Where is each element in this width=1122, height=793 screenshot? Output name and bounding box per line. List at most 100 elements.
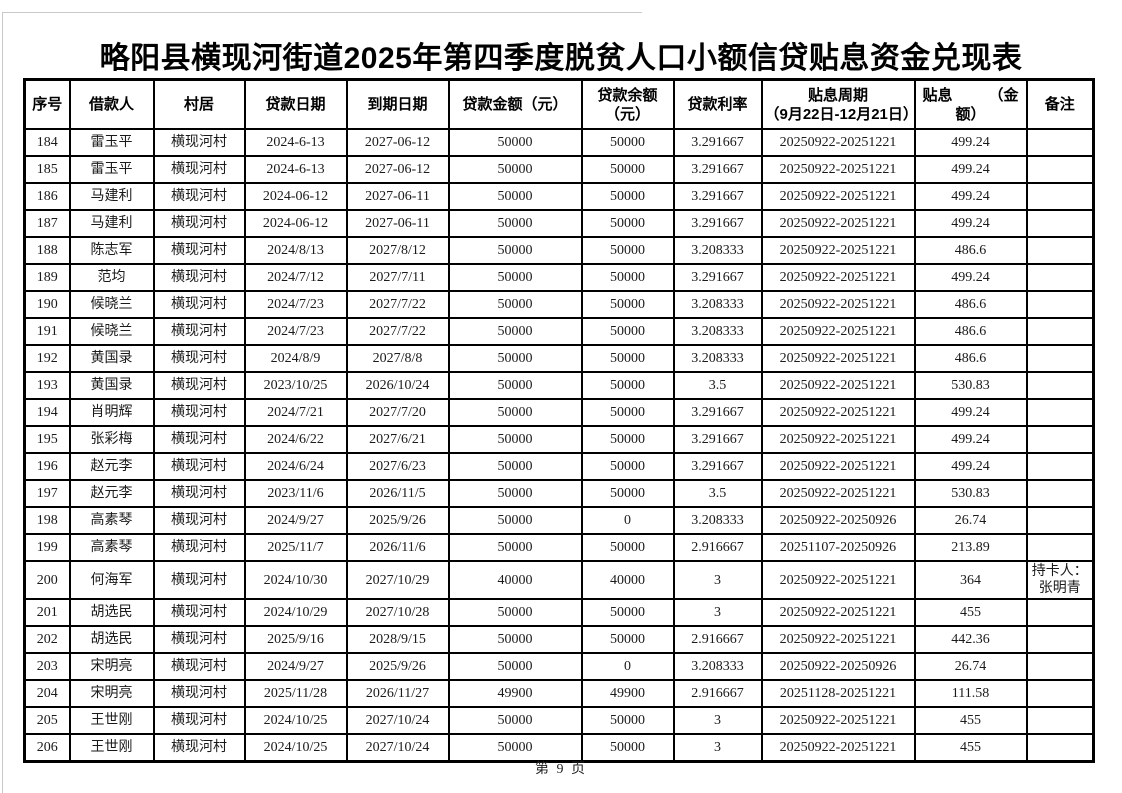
cell-no: 185 [23, 155, 71, 184]
cell-remark [1025, 625, 1095, 654]
cell-rate: 3 [672, 598, 763, 627]
cell-due-date: 2027/10/28 [345, 598, 450, 627]
cell-remark [1025, 182, 1095, 211]
header-village: 村居 [152, 78, 246, 130]
cell-loan-date: 2023/10/25 [243, 371, 348, 400]
cell-amount: 50000 [447, 344, 583, 373]
subsidy-table: 序号 借款人 村居 贷款日期 到期日期 贷款金额（元） 贷款余额 （元） 贷款利… [23, 78, 1095, 763]
page-title: 略阳县横现河街道2025年第四季度脱贫人口小额信贷贴息资金兑现表 [99, 42, 1023, 75]
cell-loan-date: 2024/7/23 [243, 317, 348, 346]
table-row: 198 高素琴 横现河村 2024/9/27 2025/9/26 50000 0 3.2083… [23, 506, 1095, 535]
cell-period: 20250922-20251221 [760, 625, 916, 654]
table-row: 196 赵元李 横现河村 2024/6/24 2027/6/23 50000 50000 3.… [23, 452, 1095, 481]
table-row: 193 黄国录 横现河村 2023/10/25 2026/10/24 50000 50000… [23, 371, 1095, 400]
cell-name: 王世刚 [68, 706, 155, 735]
cell-amount: 50000 [447, 425, 583, 454]
cell-period: 20250922-20251221 [760, 236, 916, 265]
cell-due-date: 2027/7/22 [345, 317, 450, 346]
cell-subsidy: 455 [913, 706, 1028, 735]
cell-loan-date: 2025/11/7 [243, 533, 348, 562]
cell-loan-date: 2024/6/22 [243, 425, 348, 454]
table-row: 188 陈志军 横现河村 2024/8/13 2027/8/12 50000 50000 3.… [23, 236, 1095, 265]
cell-period: 20250922-20251221 [760, 479, 916, 508]
cell-period: 20250922-20251221 [760, 182, 916, 211]
cell-remark [1025, 290, 1095, 319]
cell-amount: 50000 [447, 236, 583, 265]
cell-subsidy: 499.24 [913, 209, 1028, 238]
cell-rate: 3.291667 [672, 398, 763, 427]
cell-remark [1025, 128, 1095, 157]
cell-due-date: 2026/11/27 [345, 679, 450, 708]
cell-name: 黄国录 [68, 344, 155, 373]
cell-remark [1025, 733, 1095, 763]
header-balance-line1: 贷款余额 [597, 86, 658, 104]
cell-due-date: 2027/10/24 [345, 733, 450, 763]
cell-subsidy: 364 [913, 560, 1028, 600]
table-row: 185 雷玉平 横现河村 2024-6-13 2027-06-12 50000 50000 3… [23, 155, 1095, 184]
cell-remark [1025, 209, 1095, 238]
cell-period: 20250922-20251221 [760, 209, 916, 238]
header-row: 序号 借款人 村居 贷款日期 到期日期 贷款金额（元） 贷款余额 （元） 贷款利… [23, 78, 1095, 130]
cell-no: 197 [23, 479, 71, 508]
cell-name: 肖明辉 [68, 398, 155, 427]
cell-balance: 50000 [580, 598, 675, 627]
cell-remark [1025, 506, 1095, 535]
cell-amount: 50000 [447, 317, 583, 346]
cell-loan-date: 2024/7/21 [243, 398, 348, 427]
cell-remark [1025, 236, 1095, 265]
cell-due-date: 2026/10/24 [345, 371, 450, 400]
header-due-date: 到期日期 [345, 78, 450, 130]
cell-balance: 50000 [580, 182, 675, 211]
table-row: 192 黄国录 横现河村 2024/8/9 2027/8/8 50000 50000 3.20… [23, 344, 1095, 373]
cell-rate: 3.208333 [672, 506, 763, 535]
cell-subsidy: 499.24 [913, 425, 1028, 454]
page-number: 第 9 页 [535, 762, 587, 777]
header-subsidy-text: 贴息 [922, 86, 953, 104]
cell-amount: 49900 [447, 679, 583, 708]
cell-loan-date: 2024-6-13 [243, 155, 348, 184]
cell-name: 雷玉平 [68, 128, 155, 157]
cell-name: 候晓兰 [68, 290, 155, 319]
table-body: 184 雷玉平 横现河村 2024-6-13 2027-06-12 50000 50000 3… [23, 128, 1095, 763]
cell-rate: 3 [672, 706, 763, 735]
cell-period: 20250922-20251221 [760, 344, 916, 373]
cell-due-date: 2027/10/24 [345, 706, 450, 735]
cell-remark [1025, 598, 1095, 627]
cell-village: 横现河村 [152, 182, 246, 211]
cell-loan-date: 2024/6/24 [243, 452, 348, 481]
header-period-line1: 贴息周期 [807, 86, 868, 104]
cell-rate: 2.916667 [672, 625, 763, 654]
cell-loan-date: 2023/11/6 [243, 479, 348, 508]
cell-subsidy: 499.24 [913, 398, 1028, 427]
cell-no: 193 [23, 371, 71, 400]
cell-name: 黄国录 [68, 371, 155, 400]
table-row: 203 宋明亮 横现河村 2024/9/27 2025/9/26 50000 0 3.2083… [23, 652, 1095, 681]
cell-due-date: 2027/8/8 [345, 344, 450, 373]
cell-period: 20250922-20251221 [760, 733, 916, 763]
cell-subsidy: 530.83 [913, 479, 1028, 508]
cell-no: 203 [23, 652, 71, 681]
table-row: 197 赵元李 横现河村 2023/11/6 2026/11/5 50000 50000 3.… [23, 479, 1095, 508]
cell-village: 横现河村 [152, 598, 246, 627]
cell-rate: 3.5 [672, 479, 763, 508]
cell-balance: 50000 [580, 155, 675, 184]
cell-rate: 3.208333 [672, 344, 763, 373]
cell-balance: 50000 [580, 290, 675, 319]
cell-subsidy: 530.83 [913, 371, 1028, 400]
cell-subsidy: 499.24 [913, 182, 1028, 211]
cell-subsidy: 111.58 [913, 679, 1028, 708]
cell-loan-date: 2024/9/27 [243, 506, 348, 535]
cell-name: 胡选民 [68, 598, 155, 627]
table-row: 194 肖明辉 横现河村 2024/7/21 2027/7/20 50000 50000 3.… [23, 398, 1095, 427]
cell-loan-date: 2024/8/9 [243, 344, 348, 373]
table-row: 189 范均 横现河村 2024/7/12 2027/7/11 50000 50000 3.2… [23, 263, 1095, 292]
cell-loan-date: 2024/10/30 [243, 560, 348, 600]
cell-rate: 3.208333 [672, 652, 763, 681]
cell-no: 186 [23, 182, 71, 211]
cell-amount: 50000 [447, 398, 583, 427]
header-subsidy-line1: 贴息 （金 [918, 86, 1024, 105]
cell-rate: 2.916667 [672, 533, 763, 562]
header-balance: 贷款余额 （元） [580, 78, 675, 130]
header-balance-line2: （元） [604, 105, 650, 123]
cell-subsidy: 499.24 [913, 128, 1028, 157]
